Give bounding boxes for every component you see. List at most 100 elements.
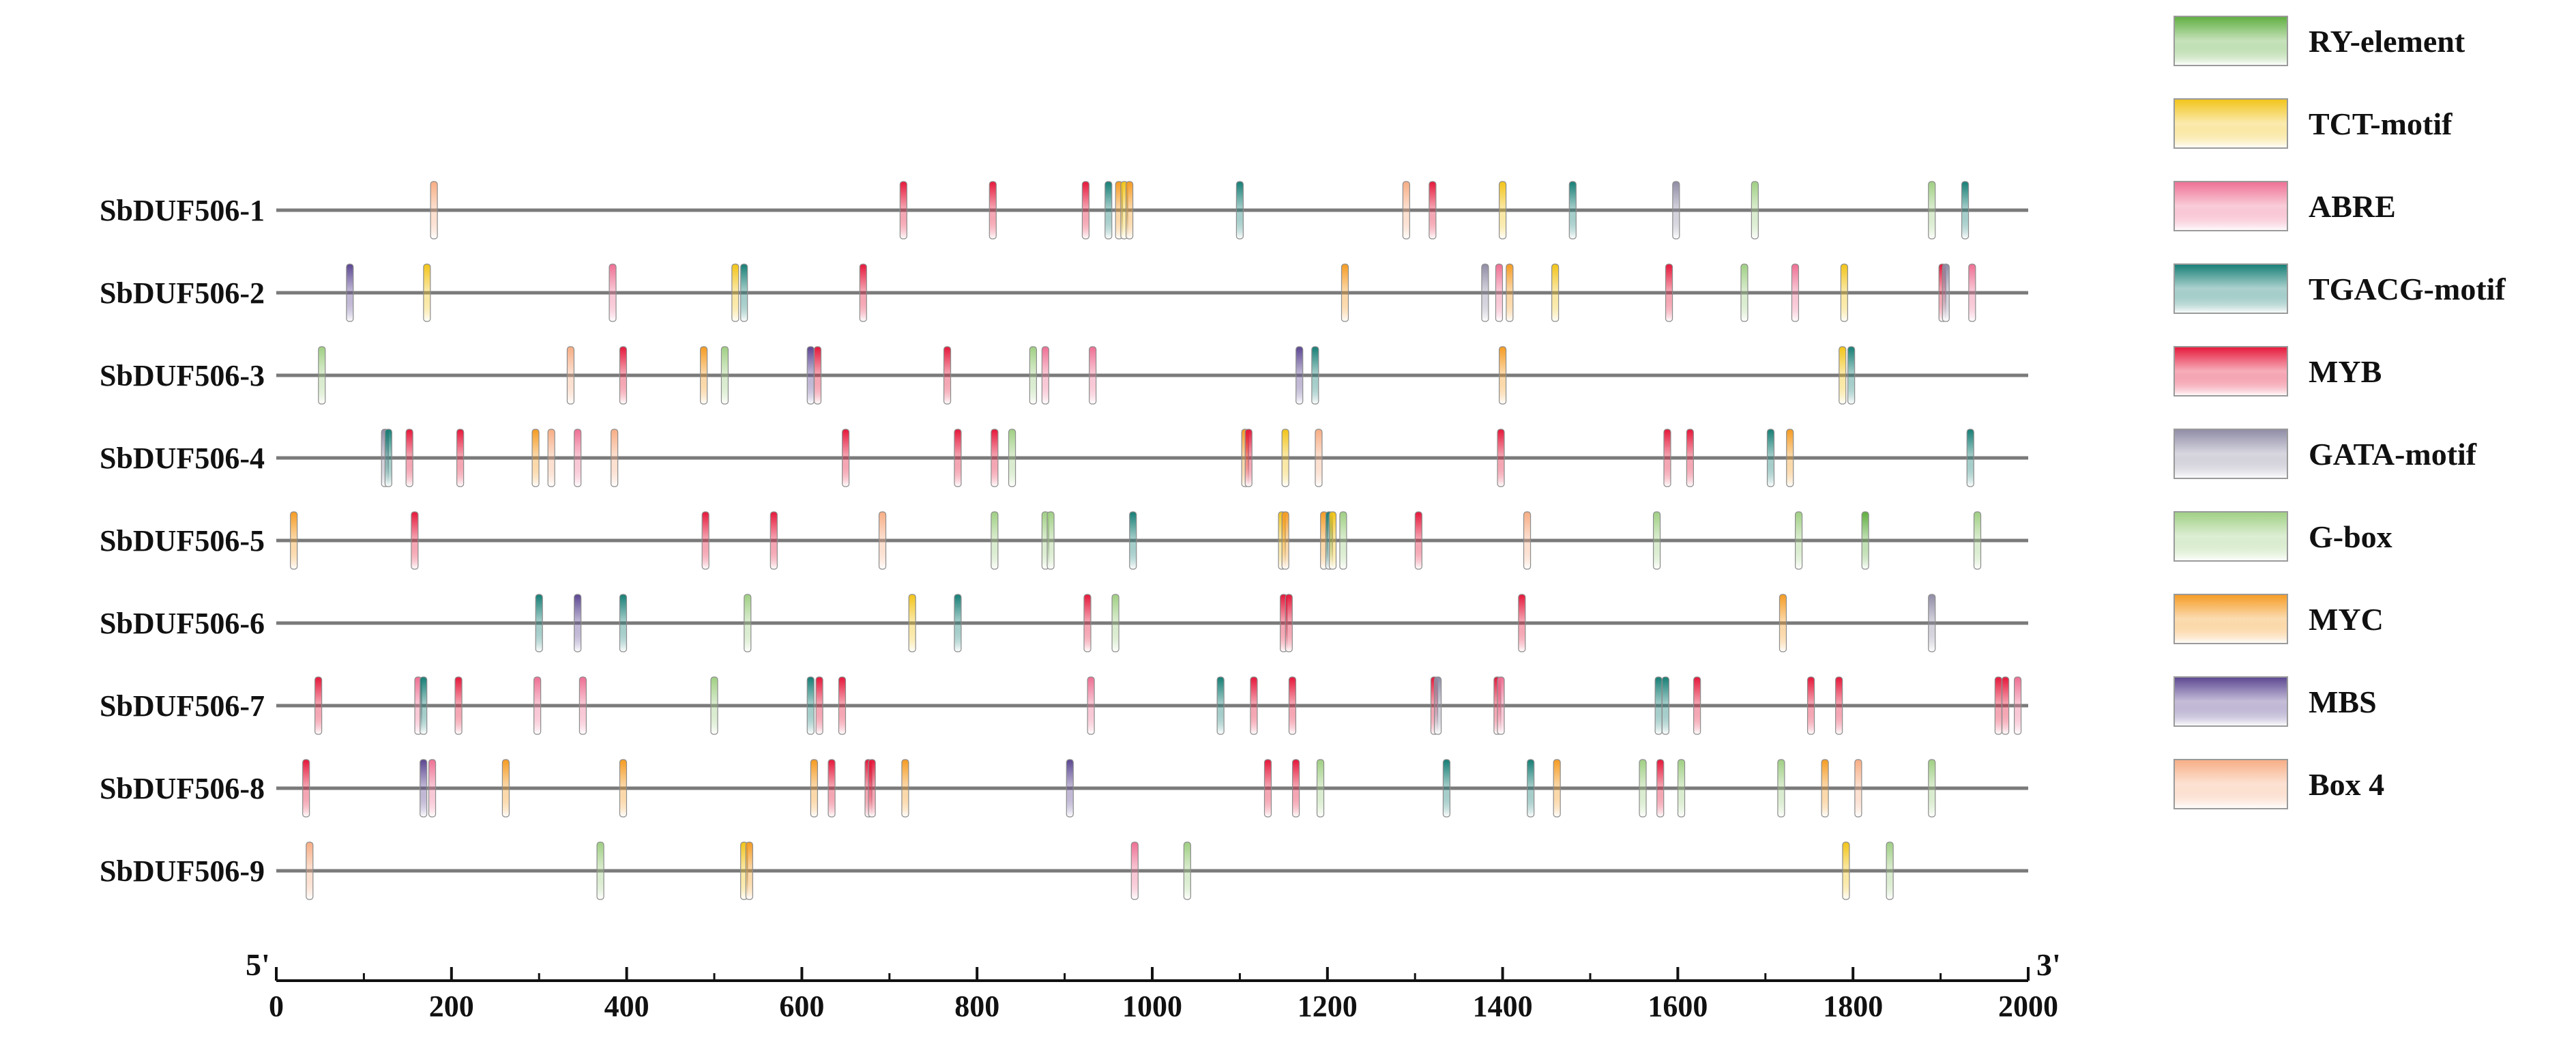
element-marker-myb <box>868 759 876 818</box>
gene-name: SbDUF506-7 <box>100 689 265 723</box>
element-marker-myb <box>838 676 847 735</box>
element-marker-myb <box>1806 676 1815 735</box>
element-marker-myb <box>1518 594 1526 652</box>
element-marker-myb <box>1994 676 2002 735</box>
gene-name: SbDUF506-9 <box>100 854 265 888</box>
element-marker-box-4 <box>566 346 575 405</box>
legend-swatch <box>2174 594 2288 644</box>
legend-item-myb: MYB <box>2174 346 2382 397</box>
legend-label: MYC <box>2309 602 2384 637</box>
element-marker-myb <box>1656 759 1665 818</box>
element-marker-tct-motif <box>1551 263 1560 322</box>
element-marker-abre <box>533 676 542 735</box>
element-marker-gata-motif <box>1928 594 1936 652</box>
element-marker-mbs <box>420 759 428 818</box>
legend-swatch <box>2174 346 2288 397</box>
gene-name: SbDUF506-4 <box>100 442 265 475</box>
element-marker-abre <box>1495 263 1504 322</box>
element-marker-tct-motif <box>1281 429 1289 487</box>
axis-tick-label: 800 <box>954 990 999 1023</box>
element-marker-myb <box>815 676 823 735</box>
legend: RY-element TCT-motif ABRE TGACG-motif MYB GAT… <box>2174 16 2506 809</box>
element-marker-abre <box>579 676 587 735</box>
element-marker-abre <box>1497 676 1505 735</box>
element-marker-tgacg-motif <box>1568 181 1577 240</box>
element-marker-g-box <box>1316 759 1325 818</box>
axis-tick-label: 1600 <box>1648 990 1708 1023</box>
element-marker-abre <box>1130 841 1139 900</box>
gene-row-sbduf506-6: SbDUF506-6 <box>100 594 2028 652</box>
element-marker-myb <box>841 429 850 487</box>
legend-label: MYB <box>2309 354 2382 389</box>
element-marker-tct-motif <box>908 594 916 652</box>
element-marker-abre <box>428 759 437 818</box>
position-axis: 5' 3' 0 200 400 600 800 1000 1200 1400 1600 1800 2… <box>246 947 2061 1023</box>
element-marker-g-box <box>596 841 604 900</box>
legend-label: Box 4 <box>2309 767 2384 802</box>
gene-row-sbduf506-5: SbDUF506-5 <box>100 511 2028 570</box>
element-marker-mbs <box>1066 759 1074 818</box>
element-marker-myc <box>1281 511 1289 570</box>
axis-ticks: 0 200 400 600 800 1000 1200 1400 1600 1800 2000 <box>269 967 2058 1023</box>
axis-tick-label: 600 <box>779 990 824 1023</box>
element-marker-tgacg-motif <box>535 594 543 652</box>
element-marker-myc <box>1779 594 1787 652</box>
gene-tracks: SbDUF506-1 SbDUF506-2 SbDUF506-3 SbDUF506-4… <box>100 181 2028 900</box>
legend-swatch <box>2174 511 2288 562</box>
element-marker-tgacg-motif <box>1235 181 1244 240</box>
element-marker-myc <box>901 759 909 818</box>
element-marker-myb <box>454 676 463 735</box>
five-prime-label: 5' <box>246 947 270 982</box>
element-marker-tgacg-motif <box>1966 429 1974 487</box>
element-marker-g-box <box>1973 511 1982 570</box>
element-marker-myb <box>1663 429 1671 487</box>
legend-label: TGACG-motif <box>2309 272 2506 306</box>
element-marker-myb <box>1414 511 1422 570</box>
element-marker-myb <box>1285 594 1293 652</box>
element-marker-box-4 <box>1402 181 1410 240</box>
element-marker-abre <box>1087 676 1095 735</box>
element-marker-mbs <box>574 594 582 652</box>
element-marker-myc <box>1499 346 1507 405</box>
element-marker-myb <box>1835 676 1843 735</box>
element-marker-myc <box>1553 759 1561 818</box>
element-marker-tgacg-motif <box>1442 759 1451 818</box>
element-marker-g-box <box>1029 346 1037 405</box>
legend-item-tct: TCT-motif <box>2174 98 2453 149</box>
legend-item-ry: RY-element <box>2174 16 2465 66</box>
legend-label: RY-element <box>2309 24 2465 59</box>
element-marker-g-box <box>1886 841 1894 900</box>
element-marker-tct-motif <box>1839 346 1847 405</box>
element-marker-g-box <box>1652 511 1661 570</box>
gene-row-sbduf506-7: SbDUF506-7 <box>100 676 2028 735</box>
element-marker-myb <box>1288 676 1297 735</box>
element-marker-tct-motif <box>1499 181 1507 240</box>
axis-tick-label: 2000 <box>1998 990 2058 1023</box>
element-marker-box-4 <box>1523 511 1532 570</box>
element-marker-g-box <box>744 594 752 652</box>
legend-swatch <box>2174 181 2288 231</box>
element-marker-myb <box>1250 676 1258 735</box>
element-marker-abre <box>1968 263 1976 322</box>
element-marker-g-box <box>1928 181 1936 240</box>
legend-item-mbs: MBS <box>2174 676 2377 727</box>
legend-label: MBS <box>2309 684 2377 719</box>
element-marker-tgacg-motif <box>1766 429 1775 487</box>
element-marker-myb <box>619 346 628 405</box>
element-marker-myc <box>810 759 818 818</box>
element-marker-tct-motif <box>423 263 431 322</box>
element-marker-mbs <box>346 263 354 322</box>
element-marker-tgacg-motif <box>806 676 815 735</box>
element-marker-box-4 <box>1315 429 1323 487</box>
element-marker-gata-motif <box>1672 181 1680 240</box>
legend-label: ABRE <box>2309 189 2396 224</box>
element-marker-g-box <box>1928 759 1936 818</box>
element-marker-tgacg-motif <box>1654 676 1663 735</box>
element-marker-myb <box>701 511 709 570</box>
legend-item-tgacg: TGACG-motif <box>2174 263 2506 314</box>
element-marker-abre <box>574 429 582 487</box>
element-marker-g-box <box>1751 181 1759 240</box>
element-marker-g-box <box>1639 759 1647 818</box>
element-marker-box-4 <box>306 841 314 900</box>
element-marker-myb <box>1686 429 1694 487</box>
